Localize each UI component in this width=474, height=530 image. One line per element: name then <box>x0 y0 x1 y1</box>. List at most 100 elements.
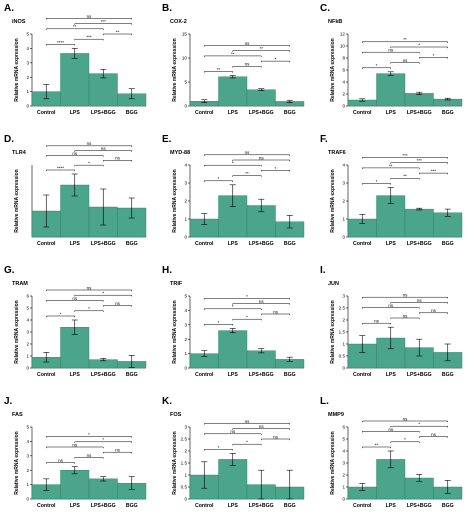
y-tick-label: 2 <box>26 342 29 347</box>
x-tick-label: LPS <box>70 503 81 509</box>
y-tick-label: 4 <box>184 163 187 168</box>
significance-bracket <box>204 449 233 451</box>
y-tick-label: 4 <box>184 308 187 313</box>
y-tick-label: 4 <box>342 80 345 85</box>
significance-label: * <box>60 311 62 316</box>
significance-label: * <box>88 161 90 166</box>
chart-panel-tlr4: D. TLR4 Relative mRNA expression Control LPS… <box>4 134 147 247</box>
x-tick-label: Control <box>37 503 56 509</box>
significance-label: ns <box>245 41 251 46</box>
y-axis-label: Relative mRNA expression <box>14 300 20 363</box>
y-tick-label: 10 <box>182 56 188 61</box>
panel-letter: B. <box>162 3 172 14</box>
x-tick-label: LPS+BGG <box>249 110 274 116</box>
y-axis-label: Relative mRNA expression <box>330 169 336 232</box>
bar <box>218 459 248 500</box>
significance-label: * <box>232 161 234 166</box>
x-tick-label: Control <box>195 110 214 116</box>
significance-bracket <box>46 446 104 449</box>
significance-label: ns <box>417 298 423 303</box>
significance-label: * <box>275 57 277 62</box>
significance-label: * <box>376 63 378 68</box>
y-tick-label: 2 <box>26 468 29 473</box>
x-tick-label: LPS+BGG <box>407 241 432 247</box>
significance-label: ns <box>72 151 78 156</box>
significance-label: ns <box>273 434 279 439</box>
x-tick-label: LPS+BGG <box>407 372 432 378</box>
y-tick-label: 1.5 <box>181 461 188 466</box>
y-tick-label: 2 <box>342 92 345 97</box>
y-tick-label: 0 <box>184 104 187 109</box>
y-axis-label: Relative mRNA expression <box>330 38 336 101</box>
significance-label: ns <box>431 308 437 313</box>
bar <box>218 330 248 369</box>
significance-bracket <box>261 438 290 441</box>
significance-bracket <box>232 318 262 321</box>
significance-bracket <box>74 310 104 312</box>
bar <box>218 76 248 107</box>
significance-label: ns <box>115 448 121 453</box>
significance-label: ** <box>73 24 77 29</box>
significance-bracket <box>204 45 290 47</box>
significance-label: * <box>246 294 248 299</box>
significance-bracket <box>204 324 233 326</box>
significance-label: * <box>218 445 220 450</box>
y-tick-label: 1 <box>26 354 29 359</box>
y-tick-label: 1.5 <box>339 330 346 335</box>
significance-bracket <box>261 170 290 172</box>
panel-letter: J. <box>4 396 13 407</box>
significance-bracket <box>204 308 262 310</box>
y-tick-label: 5 <box>184 294 187 299</box>
significance-label: ns <box>388 427 394 432</box>
chart-panel-cox-2: B. COX-2 Relative mRNA expression 0 5 10 15 Con… <box>162 3 305 116</box>
x-tick-label: Control <box>353 241 372 247</box>
significance-bracket <box>74 150 132 152</box>
significance-bracket <box>103 33 132 36</box>
significance-bracket <box>390 317 420 320</box>
significance-bracket <box>74 441 132 443</box>
x-tick-label: LPS <box>386 110 397 116</box>
significance-label: ns <box>403 58 409 63</box>
y-axis-label: Relative mRNA expression <box>172 300 178 363</box>
y-axis-label: Relative mRNA expression <box>172 431 178 494</box>
y-tick-label: 5 <box>26 425 29 430</box>
x-tick-label: LPS <box>70 372 81 378</box>
chart-title: TLR4 <box>12 150 27 156</box>
significance-label: ns <box>87 285 93 290</box>
y-tick-label: 0 <box>184 235 187 240</box>
panel-letter: D. <box>4 134 14 145</box>
y-tick-label: 10 <box>340 44 346 49</box>
chart-title: iNOS <box>12 19 26 25</box>
bar <box>433 212 463 238</box>
significance-label: ** <box>403 37 407 42</box>
y-tick-label: 5 <box>184 80 187 85</box>
y-tick-label: 1 <box>26 89 29 94</box>
y-axis-label: Relative mRNA expression <box>14 38 20 101</box>
significance-label: ns <box>115 301 121 306</box>
panel-letter: A. <box>4 3 14 14</box>
chart-panel-trif: H. TRIF Relative mRNA expression 0 1 2 3 4 5 Cont… <box>162 265 305 378</box>
chart-panel-jun: I.JUN Relative mRNA expression 0 0.5 1 1.5 2 2.… <box>320 265 463 378</box>
x-tick-label: LPS+BGG <box>91 503 116 509</box>
y-tick-label: 0 <box>184 366 187 371</box>
y-tick-label: 6 <box>342 68 345 73</box>
significance-label: ns <box>259 155 265 160</box>
significance-label: * <box>433 53 435 58</box>
x-tick-label: BGG <box>442 110 454 116</box>
y-tick-label: 2 <box>184 199 187 204</box>
x-tick-label: BGG <box>442 503 454 509</box>
y-tick-label: 6 <box>342 425 345 430</box>
significance-label: ns <box>259 299 265 304</box>
panel-letter: F. <box>320 134 328 145</box>
x-tick-label: LPS <box>228 110 239 116</box>
significance-label: ns <box>431 432 437 437</box>
significance-bracket <box>362 446 391 449</box>
significance-label: * <box>376 179 378 184</box>
y-tick-label: 3 <box>184 181 187 186</box>
y-tick-label: 1 <box>184 217 187 222</box>
significance-bracket <box>232 175 262 177</box>
chart-title: NFkB <box>328 19 342 25</box>
significance-bracket <box>204 154 290 156</box>
significance-bracket <box>232 428 290 430</box>
